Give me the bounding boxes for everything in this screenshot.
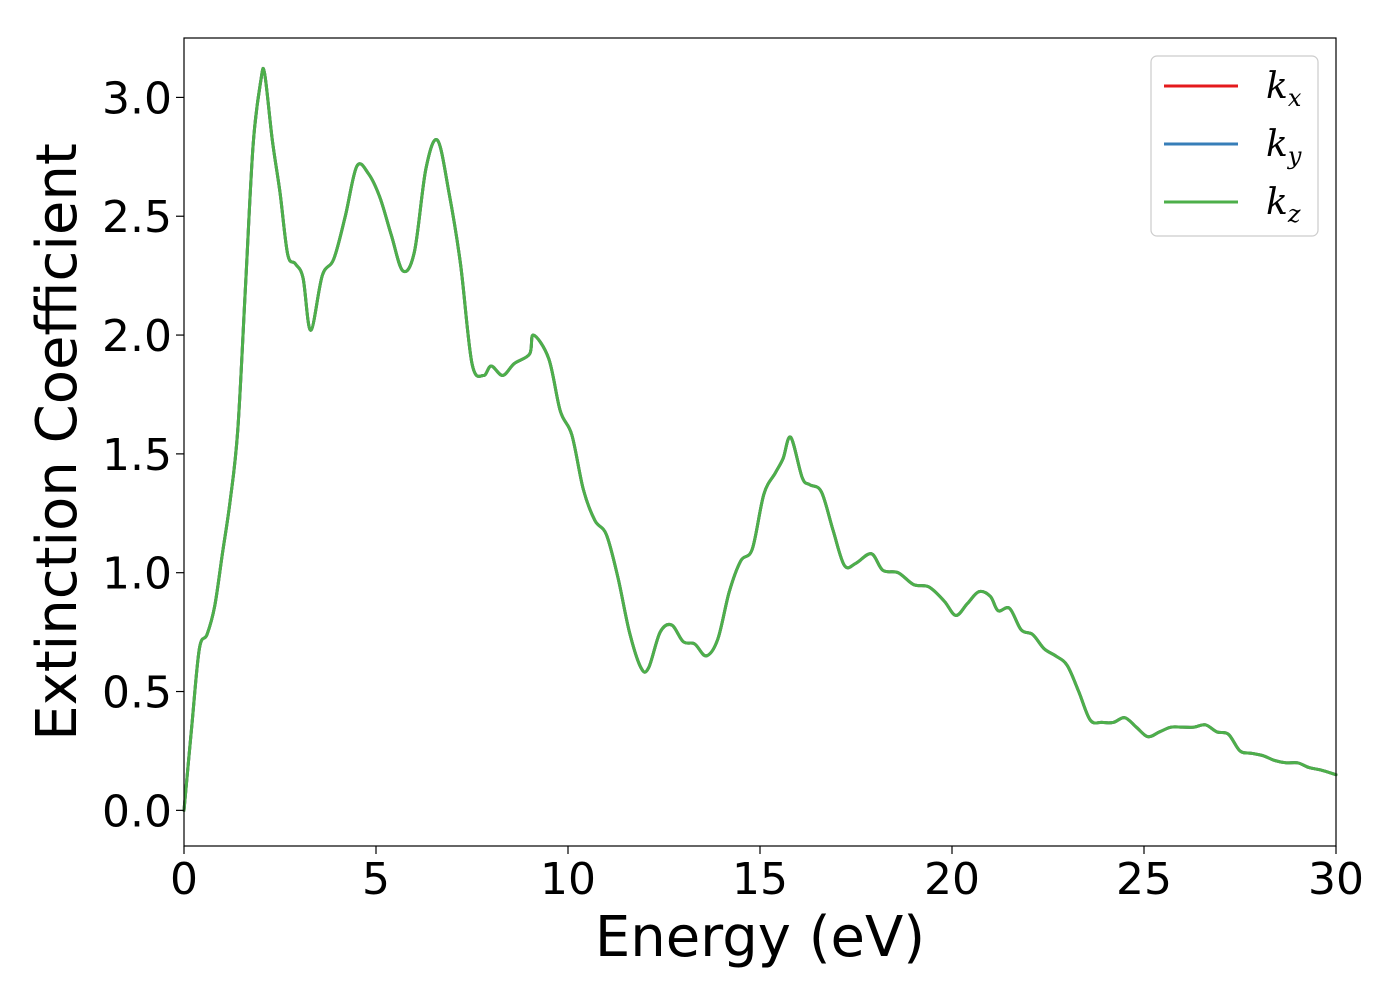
- y-tick-label: 2.0: [102, 311, 172, 362]
- legend: kx ky kz: [1150, 55, 1319, 237]
- x-tick-label: 10: [540, 854, 596, 905]
- x-tick-label: 0: [170, 854, 198, 905]
- y-tick-label: 1.5: [102, 430, 172, 481]
- legend-label-kx: kx: [1266, 66, 1302, 112]
- x-tick-label: 25: [1116, 854, 1172, 905]
- legend-label-kz: kz: [1266, 182, 1301, 228]
- y-tick-label: 0.0: [102, 786, 172, 837]
- y-tick-label: 2.5: [102, 192, 172, 243]
- legend-frame: [1150, 55, 1319, 237]
- x-tick-label: 30: [1308, 854, 1364, 905]
- y-axis-label: Extinction Coefficient: [25, 143, 90, 741]
- y-tick-label: 0.5: [102, 668, 172, 719]
- x-tick-label: 5: [362, 854, 390, 905]
- series-line-kz: [182, 66, 1338, 812]
- x-axis-label: Energy (eV): [595, 905, 925, 970]
- ticks-layer: 0 5 10 15 20 25 30 0.0 0.5 1.0 1.5 2.0 2.5 3.0: [102, 73, 1364, 905]
- y-tick-label: 1.0: [102, 549, 172, 600]
- y-tick-label: 3.0: [102, 73, 172, 124]
- legend-label-ky: ky: [1266, 124, 1302, 170]
- x-tick-label: 15: [732, 854, 788, 905]
- series-layer: [182, 66, 1338, 812]
- x-tick-label: 20: [924, 854, 980, 905]
- plot-frame: [183, 37, 1337, 847]
